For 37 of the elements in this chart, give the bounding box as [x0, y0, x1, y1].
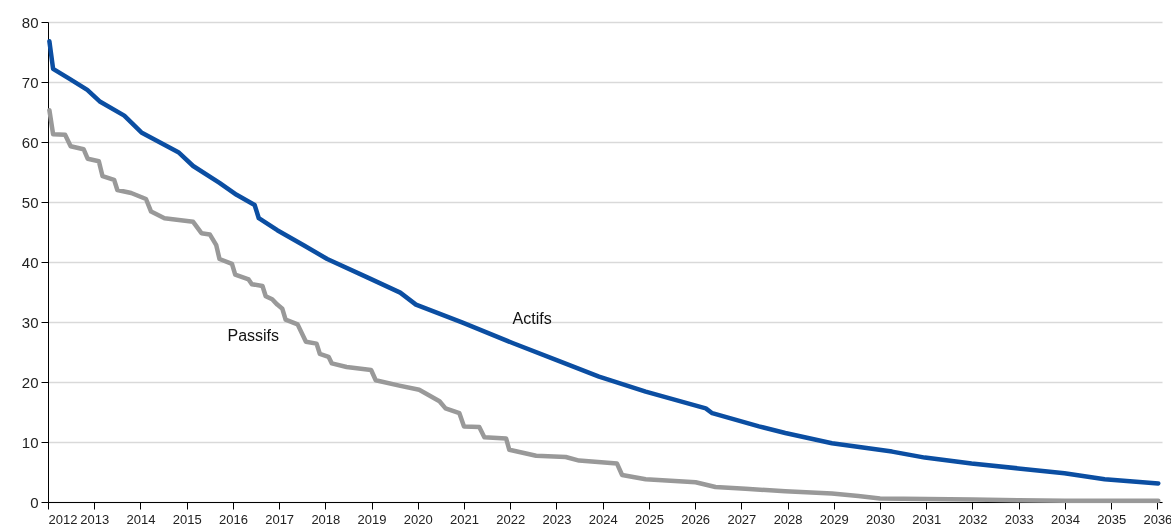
series-label: Actifs	[512, 310, 552, 327]
x-tick-label: 2017	[265, 511, 295, 527]
y-tick-label: 0	[30, 493, 39, 511]
series-label: Passifs	[227, 327, 280, 344]
x-tick-label: 2023	[542, 511, 572, 527]
x-tick-label: 2031	[912, 511, 942, 527]
x-tick-label: 2015	[172, 511, 202, 527]
x-tick-label: 2022	[496, 511, 526, 527]
y-tick-label: 80	[21, 13, 39, 31]
x-tick-label: 2016	[218, 511, 248, 527]
line-series	[47, 38, 1161, 486]
x-tick-label: 2013	[80, 511, 110, 527]
x-tick-label: 2029	[819, 511, 849, 527]
x-tick-label: 2036	[1143, 511, 1171, 527]
x-tick-label: 2018	[311, 511, 341, 527]
x-tick-label: 2030	[866, 511, 895, 527]
x-tick-label: 2024	[588, 511, 618, 527]
x-tick-label: 2035	[1097, 511, 1127, 527]
y-tick-label: 70	[21, 73, 39, 91]
y-tick-label: 50	[21, 193, 39, 211]
x-tick-label: 2021	[450, 511, 479, 527]
y-tick-label: 10	[21, 433, 39, 451]
x-tick-label: 2025	[634, 511, 664, 527]
y-tick-label: 40	[21, 253, 39, 271]
x-tick-label: 2020	[403, 511, 433, 527]
x-tick-label: 2014	[126, 511, 156, 527]
y-tick-label: 60	[21, 133, 39, 151]
x-tick-label: 2033	[1004, 511, 1034, 527]
x-tick-label: 2026	[681, 511, 711, 527]
y-tick-label: 20	[21, 373, 39, 391]
x-tick-label: 2034	[1050, 511, 1080, 527]
y-tick-label: 30	[21, 313, 39, 331]
x-tick-label: 2027	[727, 511, 757, 527]
x-tick-label: 2012	[48, 511, 78, 527]
x-tick-label: 2019	[357, 511, 387, 527]
x-tick-label: 2028	[773, 511, 803, 527]
x-tick-label: 2032	[958, 511, 988, 527]
